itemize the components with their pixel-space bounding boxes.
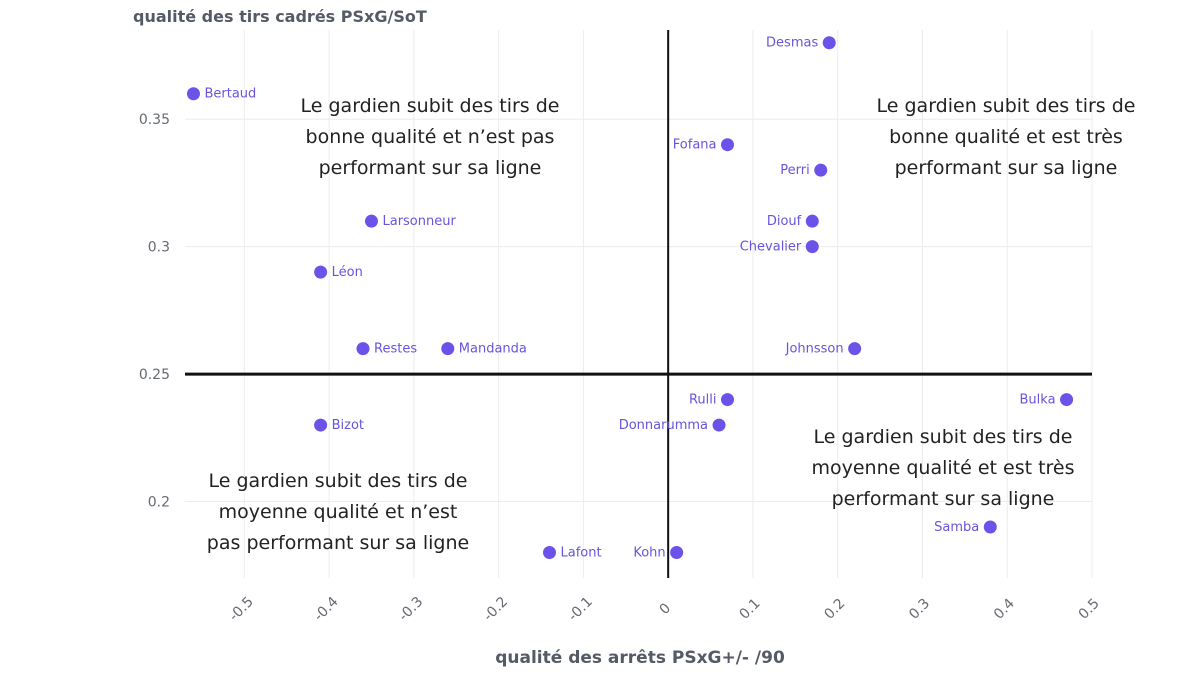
x-tick-label: -0.5 (226, 594, 257, 625)
annotation-line: Le gardien subit des tirs de (877, 95, 1136, 117)
annotation-line: bonne qualité et n’est pas (306, 126, 555, 148)
y-axis-label: qualité des tirs cadrés PSxG/SoT (133, 7, 427, 26)
point-label: Lafont (560, 546, 601, 561)
quadrant-annotation-bottom-right: Le gardien subit des tirs de moyenne qual… (811, 426, 1074, 510)
x-tick-label: -0.3 (396, 594, 427, 625)
data-point (186, 87, 200, 101)
x-tick-label: -0.4 (311, 594, 342, 625)
point-label: Bulka (1020, 393, 1056, 408)
x-tick-label: -0.2 (480, 594, 511, 625)
x-tick-label: -0.1 (565, 594, 596, 625)
x-tick-label: 0.2 (821, 596, 848, 623)
point-label: Mandanda (459, 342, 527, 357)
annotation-line: moyenne qualité et n’est (219, 501, 458, 523)
x-tick-label: 0.5 (1076, 596, 1103, 623)
data-points: Desmas Bertaud Fofana Perri Larsonneur Diouf C… (186, 36, 1074, 561)
point-label: Desmas (766, 36, 818, 51)
point-label: Léon (332, 265, 363, 280)
point-label: Rulli (689, 393, 717, 408)
point-label: Donnarumma (619, 418, 708, 433)
quadrant-annotation-bottom-left: Le gardien subit des tirs de moyenne qual… (207, 470, 469, 554)
point-label: Samba (934, 520, 979, 535)
annotation-line: performant sur sa ligne (319, 157, 542, 179)
y-tick-label: 0.3 (148, 240, 170, 256)
annotation-line: Le gardien subit des tirs de (814, 426, 1073, 448)
point-label: Chevalier (740, 240, 802, 255)
data-point (356, 342, 370, 356)
annotation-line: Le gardien subit des tirs de (301, 95, 560, 117)
data-point (314, 418, 328, 432)
point-label: Restes (374, 342, 417, 357)
data-point (805, 240, 819, 254)
data-point (314, 265, 328, 279)
annotation-line: performant sur sa ligne (895, 157, 1118, 179)
quadrant-annotations: Le gardien subit des tirs de bonne qualit… (207, 95, 1136, 554)
annotation-line: performant sur sa ligne (832, 488, 1055, 510)
y-tick-label: 0.2 (148, 495, 170, 511)
y-tick-label: 0.35 (139, 112, 170, 128)
annotation-line: pas performant sur sa ligne (207, 532, 469, 554)
data-point (805, 214, 819, 228)
data-point (848, 342, 862, 356)
quadrant-annotation-top-right: Le gardien subit des tirs de bonne qualit… (877, 95, 1136, 179)
quadrant-annotation-top-left: Le gardien subit des tirs de bonne qualit… (301, 95, 560, 179)
x-tick-label: 0.3 (906, 596, 933, 623)
data-point (822, 36, 836, 50)
data-point (814, 163, 828, 177)
annotation-line: moyenne qualité et est très (811, 457, 1074, 479)
x-tick-label: 0.4 (991, 596, 1018, 623)
data-point (542, 546, 556, 560)
y-axis-ticks: 0.2 0.25 0.3 0.35 (139, 112, 170, 510)
x-tick-label: 0 (657, 600, 675, 618)
data-point (364, 214, 378, 228)
x-axis-ticks: -0.5 -0.4 -0.3 -0.2 -0.1 0 0.1 0.2 0.3 0.4 0.5 (226, 594, 1103, 625)
point-label: Johnsson (785, 342, 844, 357)
data-point (441, 342, 455, 356)
point-label: Kohn (633, 546, 665, 561)
data-point (983, 520, 997, 534)
point-label: Larsonneur (382, 214, 456, 229)
data-point (712, 418, 726, 432)
point-label: Bertaud (204, 87, 256, 102)
data-point (721, 138, 735, 152)
reference-lines (185, 30, 1092, 578)
annotation-line: bonne qualité et est très (889, 126, 1123, 148)
data-point (721, 393, 735, 407)
annotation-line: Le gardien subit des tirs de (209, 470, 468, 492)
point-label: Bizot (332, 418, 364, 433)
data-point (1060, 393, 1074, 407)
point-label: Fofana (673, 138, 717, 153)
point-label: Perri (780, 163, 809, 178)
point-label: Diouf (767, 214, 802, 229)
x-axis-label: qualité des arrêts PSxG+/- /90 (495, 648, 785, 668)
x-tick-label: 0.1 (737, 596, 764, 623)
y-tick-label: 0.25 (139, 367, 170, 383)
data-point (670, 546, 684, 560)
